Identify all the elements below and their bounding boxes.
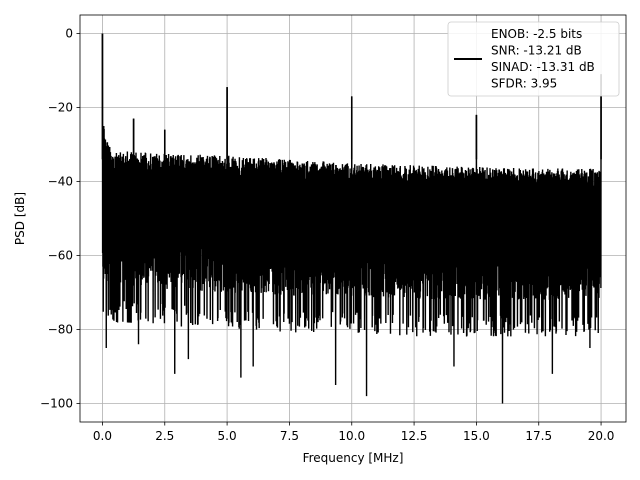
legend-text-enob: ENOB: -2.5 bits — [491, 27, 582, 41]
legend-text-snr: SNR: -13.21 dB — [491, 44, 582, 58]
x-tick-label: 2.5 — [155, 429, 174, 443]
x-tick-label: 20.0 — [588, 429, 615, 443]
plot-frame — [79, 14, 627, 423]
y-axis: 0 −20 −40 −60 −80 −100 — [40, 27, 80, 411]
x-axis-label: Frequency [MHz] — [303, 451, 404, 465]
y-axis-label: PSD [dB] — [13, 192, 27, 245]
y-tick-label: −60 — [48, 249, 73, 263]
legend-text-sfdr: SFDR: 3.95 — [491, 77, 557, 91]
x-axis: 0.0 2.5 5.0 7.5 10.0 12.5 15.0 17.5 20.0 — [93, 422, 615, 443]
legend-text-sinad: SINAD: -13.31 dB — [491, 60, 595, 74]
y-tick-label: −100 — [40, 397, 73, 411]
x-tick-label: 10.0 — [338, 429, 365, 443]
y-tick-label: 0 — [65, 27, 73, 41]
x-tick-label: 5.0 — [218, 429, 237, 443]
x-tick-label: 0.0 — [93, 429, 112, 443]
x-tick-label: 17.5 — [525, 429, 552, 443]
x-tick-label: 15.0 — [463, 429, 490, 443]
y-tick-label: −20 — [48, 101, 73, 115]
x-tick-label: 12.5 — [401, 429, 428, 443]
legend-box — [447, 21, 620, 97]
x-tick-label: 7.5 — [280, 429, 299, 443]
y-tick-label: −40 — [48, 175, 73, 189]
legend: ENOB: -2.5 bits SNR: -13.21 dB SINAD: -1… — [447, 21, 620, 97]
y-tick-label: −80 — [48, 323, 73, 337]
